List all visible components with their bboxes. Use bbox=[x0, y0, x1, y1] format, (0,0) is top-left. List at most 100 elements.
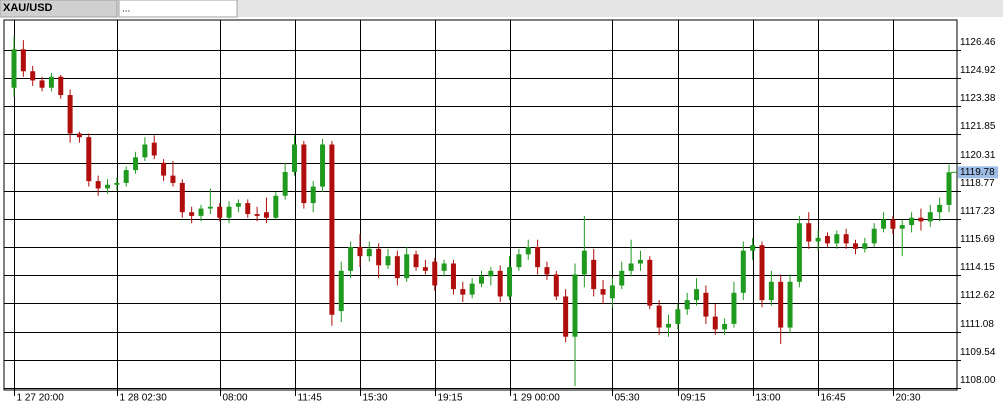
candle-body bbox=[731, 292, 737, 324]
candle-body bbox=[394, 256, 400, 279]
x-tick-label: 05:30 bbox=[615, 393, 640, 404]
candle-body bbox=[301, 144, 307, 204]
x-tick-label: 1 27 20:00 bbox=[17, 393, 65, 404]
candle-body bbox=[918, 217, 924, 222]
candle-body bbox=[740, 250, 746, 293]
candle-body bbox=[357, 247, 363, 257]
candle-body bbox=[694, 289, 700, 301]
candle-body bbox=[86, 137, 92, 182]
candle-body bbox=[114, 182, 120, 185]
candle-body bbox=[768, 281, 774, 301]
last-price-tag bbox=[958, 166, 998, 179]
x-tick-label: 11:45 bbox=[298, 393, 323, 404]
candle-body bbox=[245, 203, 251, 215]
candle-body bbox=[441, 263, 447, 271]
candle-body bbox=[703, 292, 709, 317]
candle-body bbox=[254, 214, 260, 216]
candle-body bbox=[413, 254, 419, 268]
candle-body bbox=[525, 247, 531, 255]
candle-body bbox=[890, 219, 896, 229]
candle-body bbox=[581, 250, 587, 275]
candle-body bbox=[609, 285, 615, 299]
tab[interactable] bbox=[0, 0, 118, 18]
y-tick-label: 1117.23 bbox=[960, 206, 995, 217]
candle-body bbox=[909, 217, 915, 226]
candle-body bbox=[179, 182, 185, 213]
candle-body bbox=[385, 256, 391, 266]
y-tick-label: 1123.38 bbox=[960, 93, 996, 104]
candle-body bbox=[273, 195, 279, 218]
candle-body bbox=[48, 76, 54, 88]
x-tick-label: 15:30 bbox=[363, 393, 388, 404]
candle-body bbox=[170, 175, 176, 183]
candle-body bbox=[460, 289, 466, 295]
candle-body bbox=[843, 234, 849, 244]
y-tick-label: 1118.77 bbox=[960, 178, 995, 189]
candle-body bbox=[338, 270, 344, 312]
candle-body bbox=[572, 274, 578, 337]
x-tick-label: 16:45 bbox=[821, 393, 846, 404]
candle-body bbox=[76, 133, 82, 138]
candle-body bbox=[310, 186, 316, 204]
candle-body bbox=[544, 267, 550, 275]
last-price-label: 1119.78 bbox=[960, 167, 995, 178]
candle-body bbox=[862, 243, 868, 249]
candle-body bbox=[189, 212, 195, 216]
candle-body bbox=[806, 223, 812, 242]
candle-body bbox=[11, 49, 17, 88]
y-tick-label: 1124.92 bbox=[960, 65, 996, 76]
tab-label[interactable]: ... bbox=[122, 4, 130, 15]
candle-body bbox=[151, 142, 157, 156]
x-tick-label: 09:15 bbox=[681, 393, 706, 404]
y-tick-label: 1112.62 bbox=[960, 290, 995, 301]
candle-body bbox=[834, 234, 840, 244]
candle-body bbox=[479, 276, 484, 284]
candle-body bbox=[366, 248, 372, 257]
candle-body bbox=[161, 162, 167, 176]
candle-body bbox=[450, 263, 456, 290]
x-tick-label: 20:30 bbox=[896, 393, 921, 404]
y-tick-label: 1114.15 bbox=[960, 262, 995, 273]
x-tick-label: 1 28 02:30 bbox=[120, 393, 168, 404]
candle-body bbox=[95, 181, 101, 189]
candle-body bbox=[30, 71, 36, 81]
candle-body bbox=[469, 283, 475, 295]
candle-body bbox=[432, 261, 438, 286]
candle-body bbox=[535, 247, 541, 268]
y-tick-label: 1126.46 bbox=[960, 37, 996, 48]
candle-body bbox=[824, 236, 830, 244]
x-tick-label: 1 29 00:00 bbox=[513, 393, 561, 404]
tab[interactable] bbox=[118, 0, 238, 18]
candle-body bbox=[133, 157, 139, 171]
candle-body bbox=[207, 206, 213, 209]
candle-body bbox=[750, 245, 756, 251]
y-tick-label: 1121.85 bbox=[960, 121, 996, 132]
y-tick-label: 1111.08 bbox=[960, 319, 994, 330]
candle-body bbox=[39, 80, 45, 88]
candle-body bbox=[235, 203, 241, 207]
candle-body bbox=[497, 270, 503, 297]
candle-body bbox=[58, 76, 64, 96]
candle-body bbox=[123, 170, 129, 183]
candle-body bbox=[675, 309, 681, 324]
candle-body bbox=[320, 144, 326, 187]
candle-body bbox=[712, 316, 718, 330]
candle-body bbox=[787, 281, 793, 328]
x-tick-label: 08:00 bbox=[223, 393, 248, 404]
candle-body bbox=[217, 206, 223, 218]
candle-body bbox=[488, 270, 494, 277]
tab-bar bbox=[0, 0, 1003, 17]
candle-body bbox=[142, 144, 148, 158]
candle-body bbox=[292, 144, 297, 172]
tab-label[interactable]: XAU/USD bbox=[3, 2, 53, 14]
candle-body bbox=[637, 259, 643, 264]
candle-body bbox=[376, 248, 382, 266]
candle-body bbox=[263, 212, 269, 218]
candle-body bbox=[563, 296, 569, 337]
candle-body bbox=[20, 49, 26, 72]
candle-body bbox=[591, 259, 597, 290]
plot-frame bbox=[3, 19, 958, 391]
candle-body bbox=[282, 171, 288, 196]
x-tick-label: 13:00 bbox=[756, 393, 781, 404]
